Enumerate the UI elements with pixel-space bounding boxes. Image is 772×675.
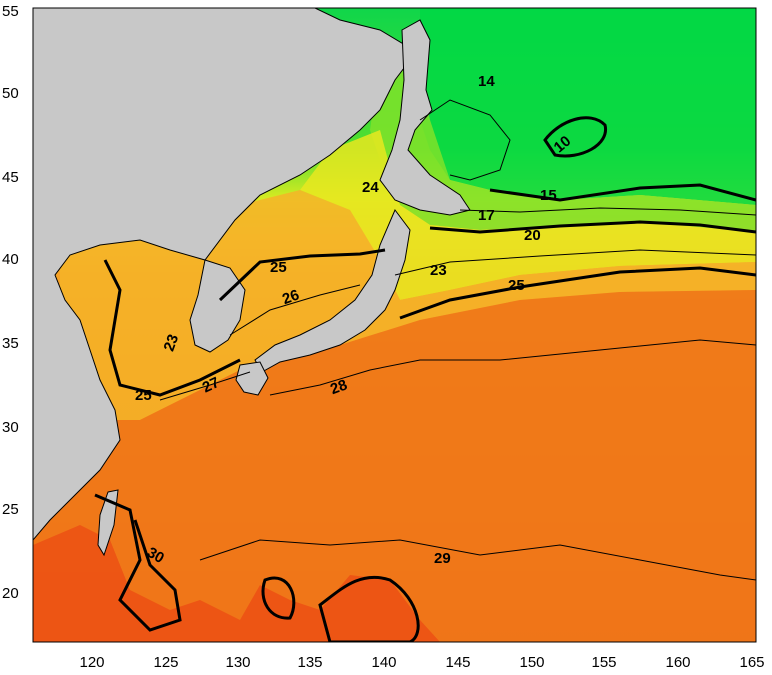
longitude-axis: 120 125 130 135 140 145 150 155 160 165 xyxy=(79,654,764,671)
isotherm-label: 25 xyxy=(270,259,287,276)
lon-tick-label: 145 xyxy=(445,654,470,671)
lat-tick-label: 35 xyxy=(2,335,19,352)
isotherm-28 xyxy=(269,339,756,396)
taiwan xyxy=(97,489,119,557)
cold-water-band xyxy=(420,8,756,205)
very-warm-band xyxy=(33,290,756,642)
lat-tick-label: 45 xyxy=(2,169,19,186)
korea-peninsula xyxy=(189,259,246,353)
isotherm-label: 25 xyxy=(508,277,525,294)
isotherm-label: 23 xyxy=(430,262,447,279)
lat-tick-label: 30 xyxy=(2,419,19,436)
lon-tick-label: 125 xyxy=(153,654,178,671)
lon-tick-label: 120 xyxy=(79,654,104,671)
isotherm-label: 26 xyxy=(280,286,301,308)
cool-water-band xyxy=(370,60,756,232)
isotherm-30-a xyxy=(94,493,182,632)
lon-tick-label: 135 xyxy=(297,654,322,671)
isotherm-29 xyxy=(199,539,756,581)
lat-tick-label: 50 xyxy=(2,85,19,102)
lat-tick-label: 20 xyxy=(2,585,19,602)
isotherm-10 xyxy=(543,116,607,158)
isotherm-label: 29 xyxy=(434,550,451,567)
isotherm-label: 14 xyxy=(478,73,495,90)
isotherm-label: 20 xyxy=(524,227,541,244)
isotherm-15 xyxy=(489,183,756,202)
isotherm-30-c xyxy=(318,575,420,642)
isotherm-label: 15 xyxy=(540,187,557,204)
latitude-axis: 20 25 30 35 40 45 50 55 xyxy=(2,3,19,602)
isotherms xyxy=(94,99,756,642)
mild-water-band xyxy=(300,130,756,300)
lon-tick-label: 155 xyxy=(591,654,616,671)
lat-tick-label: 40 xyxy=(2,251,19,268)
lat-tick-label: 25 xyxy=(2,501,19,518)
lon-tick-label: 150 xyxy=(519,654,544,671)
isotherm-label: 27 xyxy=(200,374,222,396)
kyushu xyxy=(235,361,269,396)
lon-tick-label: 160 xyxy=(665,654,690,671)
sakhalin-hokkaido xyxy=(379,19,471,216)
isotherm-25-east xyxy=(399,266,756,320)
isotherm-label: 25 xyxy=(135,387,152,404)
isotherm-25-yellow-sea xyxy=(103,259,241,397)
isotherm-label: 17 xyxy=(478,207,495,224)
lat-tick-label: 55 xyxy=(2,3,19,20)
isotherm-label: 28 xyxy=(328,376,349,398)
lon-tick-label: 140 xyxy=(371,654,396,671)
isotherm-label-group: 14 10 15 17 20 23 25 24 25 26 23 25 27 2… xyxy=(135,73,574,567)
lon-tick-label: 165 xyxy=(739,654,764,671)
isotherm-26 xyxy=(229,284,361,336)
isotherm-20 xyxy=(429,220,756,234)
isotherm-14 xyxy=(419,99,511,181)
isotherm-17 xyxy=(459,207,756,216)
isotherm-25-japan-sea xyxy=(218,248,386,302)
lon-tick-label: 130 xyxy=(225,654,250,671)
isotherm-label: 30 xyxy=(144,544,167,567)
isotherm-27 xyxy=(159,371,251,401)
land-masses xyxy=(33,8,471,557)
isotherm-label: 24 xyxy=(362,179,379,196)
plot-frame xyxy=(32,7,757,643)
isotherm-23 xyxy=(394,249,756,276)
isotherm-label: 23 xyxy=(161,332,183,353)
honshu xyxy=(254,209,411,373)
isotherm-30-b xyxy=(261,576,296,620)
